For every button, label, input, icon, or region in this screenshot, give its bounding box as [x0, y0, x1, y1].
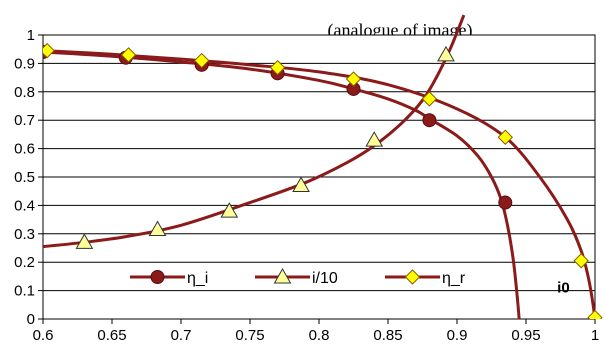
y-tick-label: 0.1 — [14, 283, 35, 300]
x-tick-label: 0.8 — [309, 327, 330, 344]
x-tick-label: 1 — [591, 327, 599, 344]
y-tick-label: 1 — [27, 27, 35, 44]
legend-label-i-over-10: i/10 — [312, 270, 338, 287]
y-tick-label: 0.7 — [14, 112, 35, 129]
data-point-eta-r — [587, 309, 603, 319]
data-point-eta-r — [345, 71, 362, 87]
x-tick-label: 0.65 — [97, 327, 126, 344]
data-point-eta-i — [498, 195, 513, 210]
data-point-eta-r — [269, 59, 286, 76]
x-tick-label: 0.85 — [373, 327, 402, 344]
y-tick-label: 0.8 — [14, 84, 35, 101]
y-tick-label: 0.4 — [14, 197, 35, 214]
x-tick-label: 0.75 — [235, 327, 264, 344]
data-point-i-over-10 — [437, 45, 455, 62]
data-point-eta-r — [421, 91, 438, 107]
y-tick-label: 0.6 — [14, 141, 35, 158]
data-point-eta-r — [193, 52, 210, 69]
legend-label-eta-r: η_r — [442, 270, 466, 287]
legend-marker-i-over-10 — [273, 267, 292, 284]
legend-marker-eta-r — [404, 269, 421, 285]
y-tick-label: 0.2 — [14, 254, 35, 271]
legend-marker-eta-i — [150, 270, 165, 284]
y-axis-ticks: 0 0.1 0.2 0.3 0.4 0.5 0.6 0.7 0.8 0.9 1 — [14, 27, 43, 328]
data-point-eta-r — [43, 42, 55, 59]
data-point-eta-i — [422, 113, 437, 128]
x-tick-label: 0.9 — [447, 327, 468, 344]
legend: η_i i/10 η_r — [130, 267, 466, 287]
y-tick-label: 0.3 — [14, 226, 35, 243]
data-point-i-over-10 — [292, 176, 310, 193]
data-point-i-over-10 — [220, 202, 239, 218]
x-tick-label: 0.7 — [171, 327, 192, 344]
y-tick-label: 0 — [27, 311, 35, 328]
data-point-eta-r — [573, 253, 589, 269]
x-axis-ticks: 0.6 0.65 0.7 0.75 0.8 0.85 0.9 0.95 1 — [33, 319, 599, 344]
plot-content — [43, 14, 603, 319]
x-tick-label: 0.6 — [33, 327, 54, 344]
series-line-eta-i — [43, 50, 521, 319]
x-tick-label: 0.95 — [511, 327, 540, 344]
data-point-i-over-10 — [148, 220, 167, 237]
data-point-i-over-10 — [75, 233, 94, 249]
annotation-label: i0 — [557, 280, 570, 297]
annotations: i0 — [557, 280, 570, 297]
data-point-eta-r — [120, 47, 137, 63]
data-point-eta-r — [497, 129, 514, 145]
y-tick-label: 0.5 — [14, 169, 35, 186]
data-point-i-over-10 — [365, 131, 384, 147]
legend-label-eta-i: η_i — [187, 270, 208, 287]
y-tick-label: 0.9 — [14, 55, 35, 72]
